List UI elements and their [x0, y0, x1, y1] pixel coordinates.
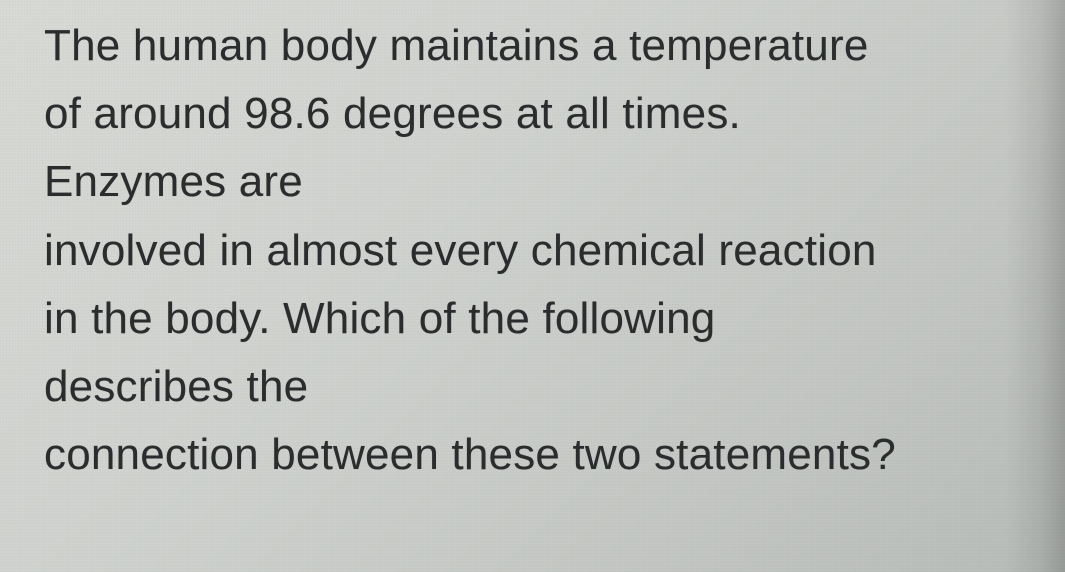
question-line: Enzymes are — [44, 148, 995, 216]
question-text: The human body maintains a temperature o… — [44, 12, 995, 489]
question-line: involved in almost every chemical reacti… — [44, 217, 995, 285]
question-line: in the body. Which of the following — [44, 285, 995, 353]
question-line: describes the — [44, 353, 995, 421]
question-line: connection between these two statements? — [44, 421, 995, 489]
question-line: The human body maintains a temperature — [44, 12, 995, 80]
question-line: of around 98.6 degrees at all times. — [44, 80, 995, 148]
